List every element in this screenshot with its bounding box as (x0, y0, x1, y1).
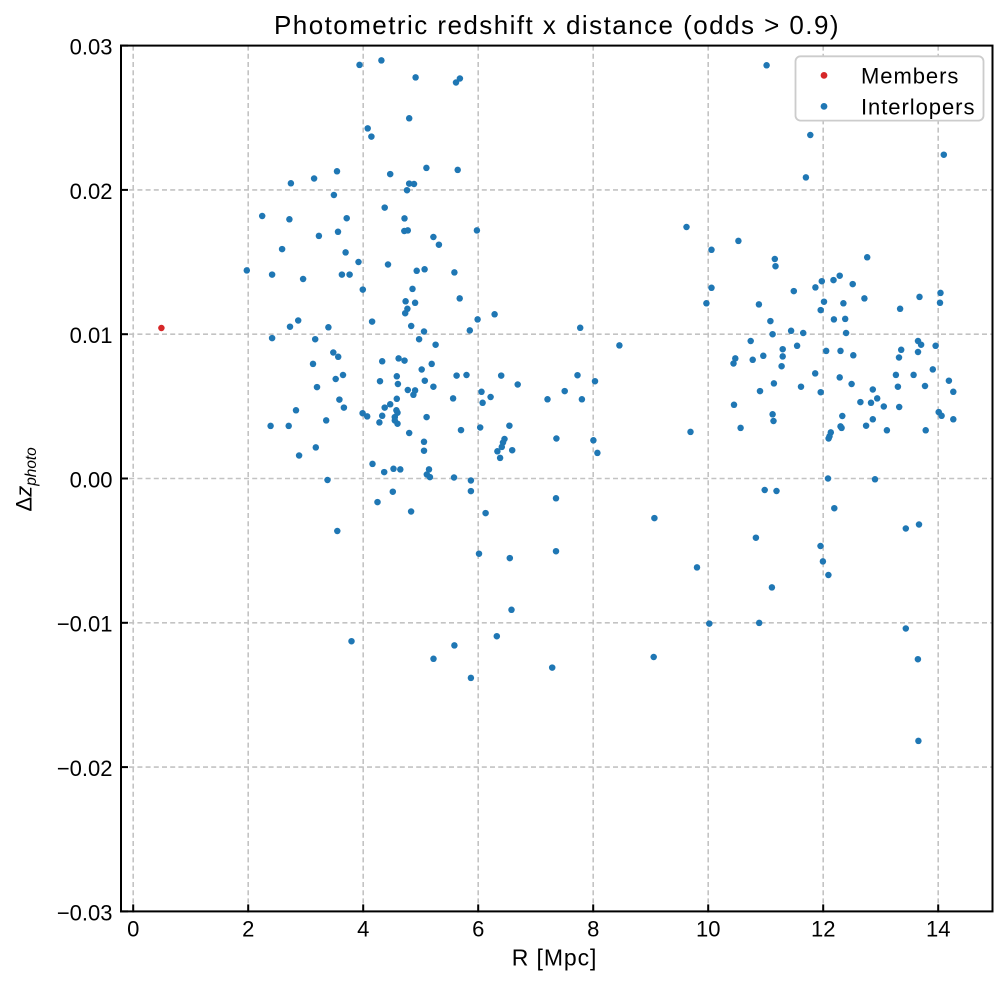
svg-text:0.00: 0.00 (70, 467, 113, 492)
svg-text:4: 4 (357, 917, 369, 942)
svg-text:6: 6 (472, 917, 484, 942)
svg-text:14: 14 (926, 917, 950, 942)
svg-text:8: 8 (587, 917, 599, 942)
svg-text:Photometric redshift x distanc: Photometric redshift x distance (odds > … (274, 10, 840, 40)
svg-text:−0.01: −0.01 (57, 612, 113, 637)
svg-text:0.01: 0.01 (70, 323, 113, 348)
svg-text:0.03: 0.03 (70, 35, 113, 60)
svg-text:R [Mpc]: R [Mpc] (512, 945, 598, 971)
svg-text:10: 10 (696, 917, 720, 942)
svg-text:Interlopers: Interlopers (861, 95, 975, 120)
svg-text:Members: Members (861, 64, 959, 89)
svg-text:2: 2 (242, 917, 254, 942)
svg-text:−0.03: −0.03 (57, 900, 113, 925)
svg-text:−0.02: −0.02 (57, 756, 113, 781)
svg-text:12: 12 (811, 917, 835, 942)
svg-text:0: 0 (127, 917, 139, 942)
svg-text:0.02: 0.02 (70, 179, 113, 204)
